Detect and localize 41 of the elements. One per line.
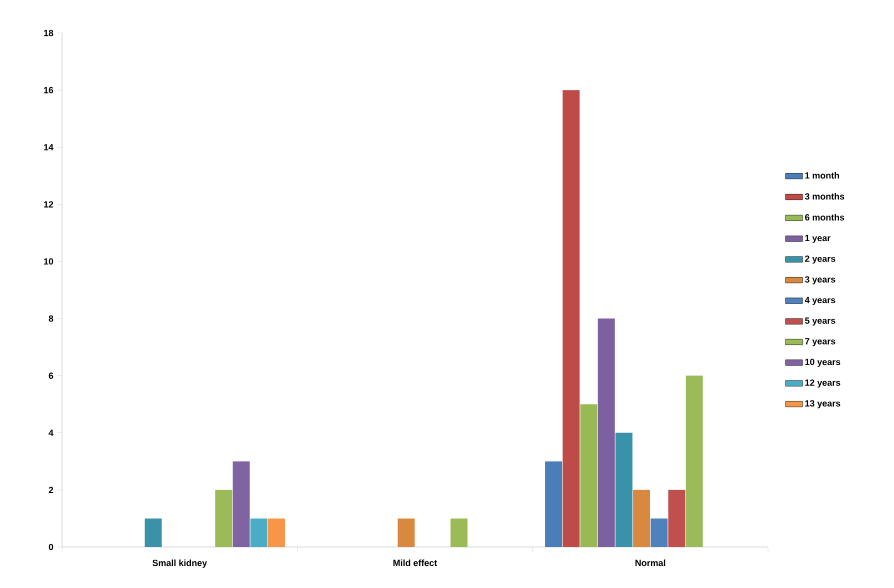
bar (650, 518, 668, 547)
y-tick-label: 14 (44, 144, 54, 150)
bar (144, 518, 162, 547)
y-tick-label: 6 (48, 372, 54, 379)
bar (450, 518, 468, 547)
y-tick-label: 2 (48, 486, 54, 494)
x-tick-label: Mild effect (393, 559, 438, 566)
bar (598, 318, 615, 547)
y-tick-label: 0 (48, 544, 54, 550)
y-tick-label: 8 (48, 315, 54, 322)
legend-label: 5 years (805, 318, 836, 326)
y-tick-label: 12 (44, 201, 54, 208)
bar (232, 461, 250, 547)
y-tick-label: 10 (44, 258, 54, 265)
legend-label: 3 months (804, 193, 844, 200)
legend-label: 4 years (804, 296, 836, 305)
legend-label: 6 months (805, 214, 844, 221)
legend-label: 7 years (805, 338, 836, 346)
legend-label: 2 years (805, 256, 836, 264)
bar (268, 518, 285, 547)
bar (580, 404, 598, 547)
bar (633, 490, 650, 547)
bar (215, 490, 232, 547)
legend-label: 12 years (805, 379, 840, 388)
bar (398, 518, 415, 547)
legend-label: 13 years (805, 400, 840, 408)
x-tick-label: Normal (635, 559, 666, 566)
y-tick-label: 4 (48, 430, 54, 436)
y-tick-label: 18 (44, 30, 54, 36)
legend-label: 1 month (805, 172, 840, 179)
y-tick-label: 16 (44, 86, 54, 94)
bar (615, 432, 632, 547)
bar (668, 490, 686, 547)
legend-label: 3 years (804, 276, 836, 284)
legend-label: 1 year (805, 234, 830, 243)
x-tick-label: Small kidney (152, 559, 208, 568)
bar (562, 90, 580, 547)
bar (250, 518, 268, 547)
bar (545, 461, 562, 547)
bar (686, 376, 703, 547)
legend-label: 10 years (805, 358, 840, 367)
